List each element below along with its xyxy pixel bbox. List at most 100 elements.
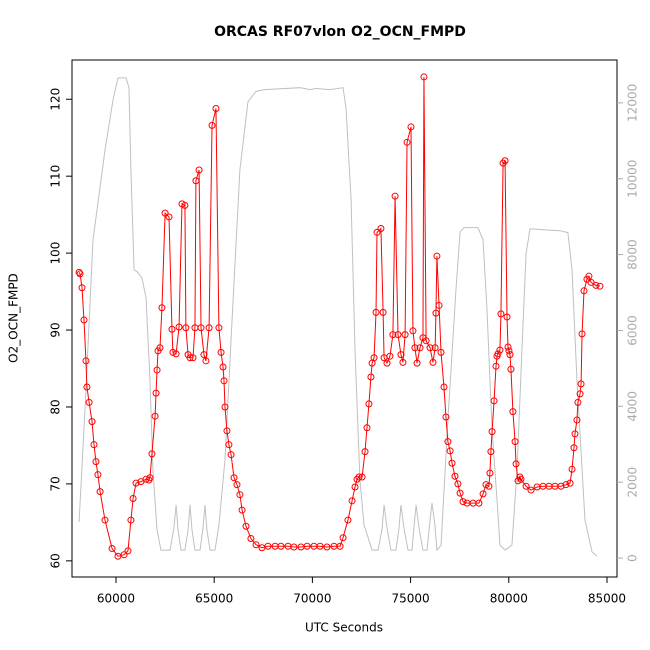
y2-tick-label: 10000 xyxy=(626,160,640,198)
data-point xyxy=(372,308,380,316)
data-point xyxy=(576,390,584,398)
data-point xyxy=(487,448,495,456)
data-point xyxy=(76,270,84,278)
data-point xyxy=(505,347,513,355)
data-point xyxy=(175,323,183,331)
data-point xyxy=(316,542,324,550)
x-tick-label: 85000 xyxy=(588,592,626,606)
data-point xyxy=(127,516,135,524)
data-point xyxy=(101,516,109,524)
data-point xyxy=(389,331,397,339)
data-point xyxy=(277,542,285,550)
data-point xyxy=(221,403,229,411)
data-point xyxy=(361,448,369,456)
data-point xyxy=(83,383,91,391)
plot-frame xyxy=(71,59,618,578)
data-point xyxy=(574,398,582,406)
data-point xyxy=(426,344,434,352)
data-point xyxy=(587,278,595,286)
data-point xyxy=(236,491,244,499)
data-point xyxy=(592,281,600,289)
data-point xyxy=(573,416,581,424)
data-point xyxy=(339,534,347,542)
data-point xyxy=(507,365,515,373)
data-point xyxy=(444,438,452,446)
data-point xyxy=(88,418,96,426)
y-tick-label: 90 xyxy=(49,322,63,337)
data-point xyxy=(446,447,454,455)
y-tick-label: 80 xyxy=(49,399,63,414)
data-point xyxy=(596,282,604,290)
data-point xyxy=(142,475,150,483)
data-point xyxy=(208,121,216,129)
y2-tick-label: 2000 xyxy=(626,467,640,498)
data-point xyxy=(431,344,439,352)
data-point xyxy=(290,543,298,551)
y2-tick-label: 4000 xyxy=(626,391,640,422)
data-point xyxy=(80,316,88,324)
data-point xyxy=(344,516,352,524)
data-point xyxy=(215,324,223,332)
y-tick-label: 120 xyxy=(49,88,63,111)
data-point xyxy=(129,495,137,503)
data-point xyxy=(365,400,373,408)
data-point xyxy=(488,428,496,436)
data-point xyxy=(409,327,417,335)
data-point xyxy=(223,427,231,435)
data-point xyxy=(124,547,132,555)
data-point xyxy=(373,228,381,236)
data-point xyxy=(323,543,331,551)
data-point xyxy=(379,308,387,316)
data-point xyxy=(156,344,164,352)
data-point xyxy=(108,545,116,553)
data-point xyxy=(407,123,415,131)
data-point xyxy=(459,498,467,506)
data-point xyxy=(82,357,90,365)
data-point xyxy=(197,324,205,332)
y-tick-label: 110 xyxy=(49,165,63,188)
data-point xyxy=(233,481,241,489)
data-point xyxy=(432,309,440,317)
data-point xyxy=(192,177,200,185)
data-point xyxy=(168,325,176,333)
data-point xyxy=(363,424,371,432)
data-point xyxy=(153,366,161,374)
data-point xyxy=(238,506,246,514)
data-point xyxy=(492,362,500,370)
data-point xyxy=(230,474,238,482)
data-point xyxy=(585,272,593,280)
data-point xyxy=(397,351,405,359)
y-tick-label: 100 xyxy=(49,242,63,265)
x-tick-label: 80000 xyxy=(490,592,528,606)
data-point xyxy=(386,352,394,360)
data-point xyxy=(148,450,156,458)
data-point xyxy=(475,499,483,507)
data-point xyxy=(200,351,208,359)
data-point xyxy=(413,359,421,367)
x-axis-label: UTC Seconds xyxy=(305,621,383,635)
data-point xyxy=(420,73,428,81)
data-point xyxy=(496,346,504,354)
data-point xyxy=(503,313,511,321)
data-point xyxy=(394,331,402,339)
data-point xyxy=(403,138,411,146)
y2-tick-label: 0 xyxy=(626,554,640,562)
data-point xyxy=(422,337,430,345)
data-point xyxy=(367,373,375,381)
data-point xyxy=(509,408,517,416)
data-point xyxy=(186,354,194,362)
data-point xyxy=(252,541,260,549)
data-point xyxy=(437,348,445,356)
data-point xyxy=(182,324,190,332)
data-point xyxy=(172,350,180,358)
data-point xyxy=(440,383,448,391)
data-point xyxy=(85,398,93,406)
data-point xyxy=(494,350,502,358)
data-point xyxy=(391,192,399,200)
data-point xyxy=(242,522,250,530)
data-point xyxy=(486,469,494,477)
data-point xyxy=(451,472,459,480)
x-tick-label: 75000 xyxy=(391,592,429,606)
data-point xyxy=(435,301,443,309)
data-point xyxy=(401,331,409,339)
